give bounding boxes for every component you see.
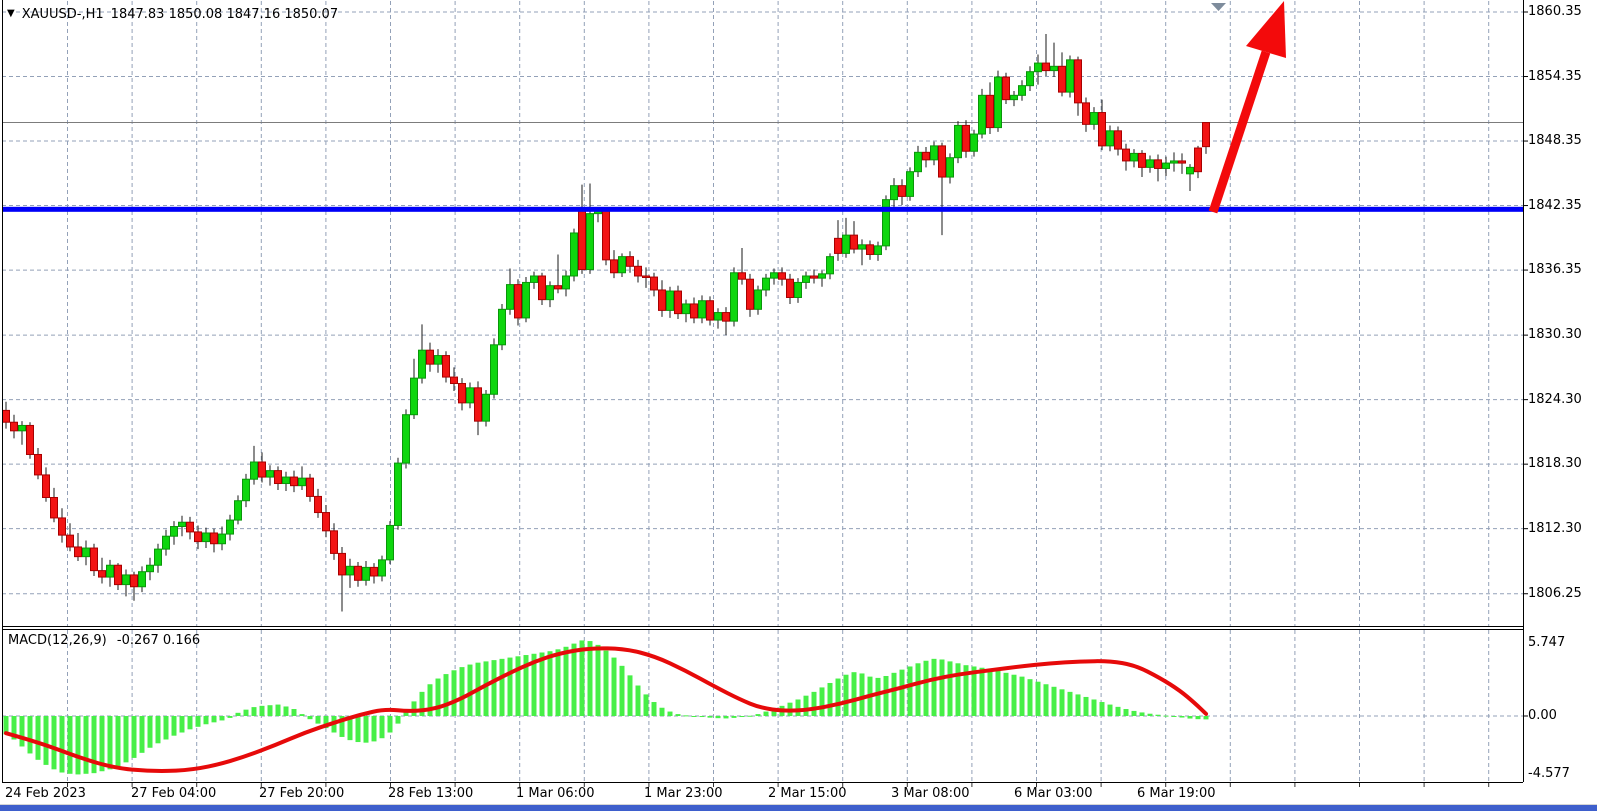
price-axis-label: 1854.35: [1528, 68, 1582, 84]
chart-header: ▼ XAUUSD-,H1 1847.83 1850.08 1847.16 185…: [7, 7, 338, 22]
price-axis-label: 1806.25: [1528, 585, 1582, 601]
macd-axis-label: 5.747: [1528, 635, 1566, 650]
price-axis-label: 1818.30: [1528, 456, 1582, 472]
time-axis-label: 28 Feb 13:00: [388, 786, 474, 801]
time-axis-label: 3 Mar 08:00: [891, 786, 970, 801]
price-axis-label: 1836.35: [1528, 262, 1582, 278]
time-axis-label: 1 Mar 06:00: [516, 786, 595, 801]
macd-axis-label: 0.00: [1528, 708, 1557, 723]
time-axis-label: 27 Feb 04:00: [131, 786, 217, 801]
time-axis-label: 2 Mar 15:00: [768, 786, 847, 801]
macd-indicator-label: MACD(12,26,9) -0.267 0.166: [8, 633, 200, 648]
symbol-timeframe-label: XAUUSD-,H1: [21, 7, 104, 22]
time-axis-label: 1 Mar 23:00: [644, 786, 723, 801]
price-axis-label: 1812.30: [1528, 520, 1582, 536]
price-axis-label: 1830.30: [1528, 327, 1582, 343]
price-axis-label: 1842.35: [1528, 197, 1582, 213]
price-axis-label: 1824.30: [1528, 391, 1582, 407]
support-line[interactable]: [2, 206, 1523, 212]
macd-signal-line: [4, 646, 1208, 773]
time-axis-label: 24 Feb 2023: [5, 786, 86, 801]
price-axis-label: 1860.35: [1528, 4, 1582, 19]
price-axis-label: 1848.35: [1528, 133, 1582, 149]
trend-arrow[interactable]: [1208, 1, 1286, 214]
symbol-dropdown-icon[interactable]: ▼: [7, 8, 15, 19]
time-axis-label: 6 Mar 03:00: [1014, 786, 1093, 801]
macd-current-values: -0.267 0.166: [116, 633, 201, 648]
time-axis-label: 6 Mar 19:00: [1137, 786, 1216, 801]
pane-borders: [2, 0, 1524, 783]
time-axis-label: 27 Feb 20:00: [259, 786, 345, 801]
ohlc-quote-label: 1847.83 1850.08 1847.16 1850.07: [110, 7, 339, 22]
candles-layer: [2, 34, 1210, 612]
macd-name: MACD(12,26,9): [8, 633, 107, 648]
scroll-to-end-marker-icon[interactable]: [1211, 3, 1226, 11]
bottom-blue-strip: [0, 805, 1597, 811]
macd-axis-label: -4.577: [1528, 766, 1570, 782]
